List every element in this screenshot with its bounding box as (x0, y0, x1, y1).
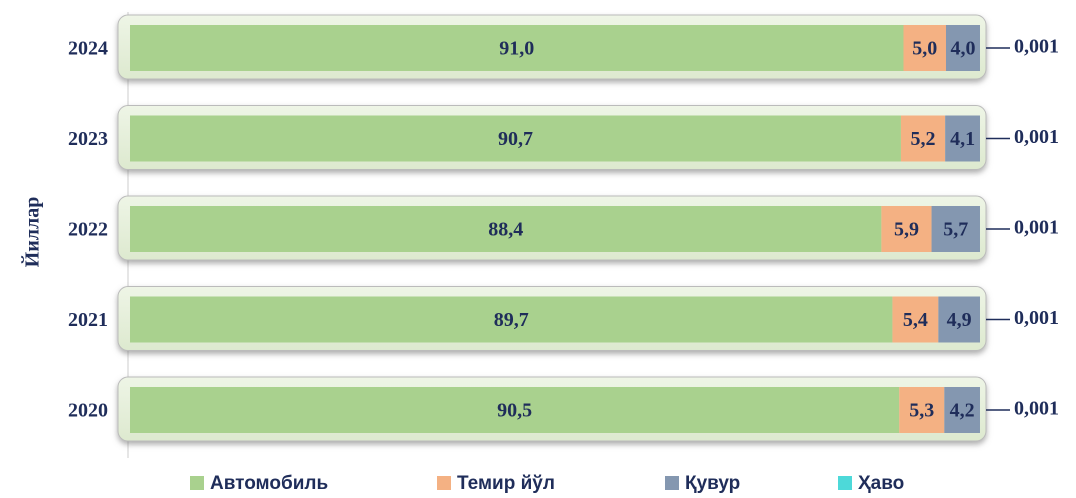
data-label: 5,7 (943, 219, 968, 241)
data-label: 5,9 (894, 219, 919, 241)
legend-label: Қувур (685, 473, 740, 494)
data-label: 5,2 (911, 128, 936, 150)
bar-segment (903, 25, 946, 71)
data-label: 0,001 (1014, 307, 1059, 329)
y-tick-label: 2021 (68, 309, 108, 331)
data-label: 0,001 (1014, 217, 1059, 239)
y-tick-label: 2023 (68, 128, 108, 150)
y-tick-label: 2022 (68, 219, 108, 241)
bar-segment (938, 296, 980, 343)
y-axis-label: Йиллар (21, 197, 44, 268)
data-label: 5,4 (903, 309, 928, 331)
data-label: 5,0 (912, 38, 937, 60)
bar-segment (130, 25, 904, 71)
legend-label: Ҳаво (858, 473, 904, 494)
bar-segment (130, 115, 901, 162)
data-label: 90,5 (497, 400, 532, 422)
bar-segment (900, 115, 946, 162)
data-label: 91,0 (499, 38, 534, 60)
legend-label: Автомобиль (210, 473, 328, 494)
legend-swatch (190, 476, 204, 490)
data-label: 4,1 (950, 128, 975, 150)
bar-segment (899, 387, 945, 433)
legend-swatch (665, 476, 679, 490)
data-label: 4,0 (950, 38, 975, 60)
data-label: 0,001 (1014, 398, 1059, 420)
data-label: 89,7 (494, 309, 529, 331)
legend-label: Темир йўл (457, 473, 555, 494)
bar-segment (881, 206, 932, 252)
data-label: 0,001 (1014, 36, 1059, 58)
bar-segment (945, 115, 980, 162)
bar-segment (130, 296, 893, 343)
bar-segment (931, 206, 980, 252)
data-label: 0,001 (1014, 126, 1059, 148)
data-label: 4,2 (950, 400, 975, 422)
bar-segment (130, 206, 882, 252)
bar-segment (945, 25, 980, 71)
bar-segment (892, 296, 939, 343)
y-tick-label: 2020 (68, 400, 108, 422)
legend-swatch (437, 476, 451, 490)
data-label: 88,4 (488, 219, 523, 241)
bar-segment (130, 387, 900, 433)
data-label: 5,3 (909, 400, 934, 422)
y-tick-label: 2024 (68, 38, 108, 60)
data-label: 90,7 (498, 128, 533, 150)
legend-swatch (838, 476, 852, 490)
data-label: 4,9 (947, 309, 972, 331)
bar-segment (944, 387, 980, 433)
